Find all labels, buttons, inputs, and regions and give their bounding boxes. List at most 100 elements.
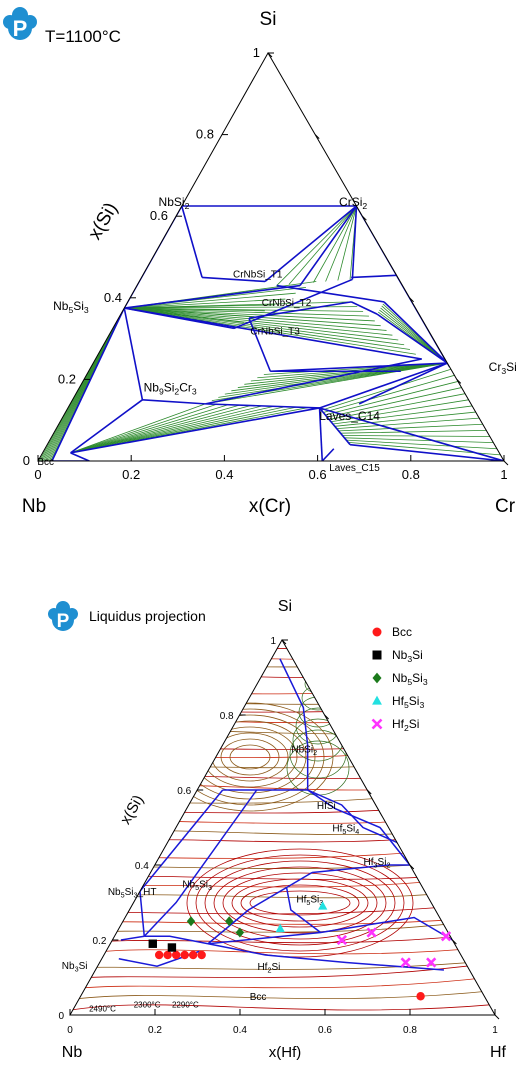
tick-right [503, 460, 509, 466]
liquidus-valley-line [207, 916, 453, 945]
data-point-bcc [171, 950, 181, 960]
bottom-axis-label-top: x(Cr) [249, 496, 291, 517]
legend-entry-3: Hf5Si3 [392, 694, 424, 710]
phase-boundary-line [70, 452, 90, 461]
data-point-hf2si [336, 934, 348, 946]
tick-label-bottom: 0.6 [318, 1025, 332, 1036]
tick-right [452, 939, 457, 945]
experimental-points [148, 901, 452, 1001]
phase-boundary-line [233, 278, 353, 330]
region-label-bcc: Bcc [250, 992, 267, 1003]
isotherm-loop [213, 866, 387, 940]
bottom-axis-label-bottom: x(Hf) [269, 1044, 302, 1061]
tick-label-left: 0.4 [135, 861, 149, 872]
data-point-bcc [180, 950, 189, 960]
isotherm-loop [229, 744, 271, 770]
liquidus-valley-line [307, 789, 398, 844]
phase-boundary-line [350, 443, 504, 461]
isotherm-line [70, 827, 495, 837]
tie-line [70, 405, 274, 454]
legend-entry-0: Bcc [392, 625, 412, 639]
region-label-hf3si2: Hf3Si2 [364, 857, 391, 870]
apex-label-si-bottom: Si [278, 598, 292, 615]
tie-line [346, 439, 497, 450]
tick-label-bottom: 0.2 [122, 467, 140, 482]
isotherm-loop [289, 729, 347, 779]
phase-boundary-line [351, 274, 397, 279]
region-label-nb5siht: Nb5Si3_HT [108, 887, 157, 900]
tick-label-bottom: 0.8 [402, 467, 420, 482]
tie-line [336, 417, 480, 430]
phase-boundary-line [124, 284, 301, 309]
tick-label-bottom: 0.6 [309, 467, 327, 482]
tick-label-bottom: 0.4 [233, 1025, 247, 1036]
top-title: T=1100°C [45, 27, 121, 46]
liquidus-valley-line [139, 789, 224, 892]
data-point-bcc [197, 950, 206, 960]
liquidus-valley-line [207, 943, 444, 971]
data-point-bcc [416, 992, 425, 1001]
phase-boundary-line [319, 407, 504, 461]
tick-label-left: 0.6 [177, 786, 191, 797]
phase-boundary-line [358, 362, 448, 405]
phase-boundary-line [123, 307, 144, 400]
tie-line [70, 403, 217, 454]
isotherm-line [70, 653, 495, 672]
tick-label-bottom: 0.8 [403, 1025, 417, 1036]
tick-label-left: 0.2 [92, 936, 106, 947]
isotherm-line [70, 783, 495, 793]
temperature-labels: 2490°C 2300°C 2290°C [89, 1001, 199, 1014]
data-point-bcc [163, 950, 172, 960]
tick-marks-top [37, 52, 509, 466]
tick-label-left: 0.2 [58, 371, 76, 386]
phase-boundary-line [202, 276, 266, 283]
tie-line [124, 307, 411, 350]
tie-line [70, 405, 263, 454]
region-label-hf2si: Hf2Si [257, 962, 280, 975]
tie-line [340, 430, 487, 434]
tie-line [244, 362, 448, 385]
ternary-frame-top [37, 51, 505, 462]
tie-line [124, 307, 405, 346]
phase-label-crsi2: CrSi2 [339, 195, 367, 211]
liquidus-valley-line [207, 871, 313, 945]
phase-boundary-line [276, 284, 385, 303]
tie-line [332, 405, 473, 425]
legend-marker-1 [372, 650, 382, 660]
tick-labels-top: 00 0.2 0.2 0.4 0.4 0.6 0.6 0.8 0.8 1 1 [23, 45, 508, 482]
legend-entry-1: Nb3Si [392, 648, 423, 664]
isotherm-line [70, 857, 495, 870]
phase-label-t3: CrNbSi_T3 [250, 327, 300, 338]
isotherm-loop [304, 674, 332, 694]
liquidus-valley-line [311, 864, 419, 874]
isotherm-line [70, 741, 495, 760]
isotherm-line [70, 959, 495, 970]
temperature-label: 2290°C [172, 1001, 199, 1010]
tie-line [124, 307, 393, 336]
region-label-nbsi2: NbSi2 [291, 745, 317, 758]
tick-label-left: 0.8 [196, 127, 214, 142]
data-point-hf2si [426, 957, 437, 968]
phase-label-c15: Laves_C15 [329, 463, 380, 474]
logo-letter-top: P [13, 16, 28, 41]
isotherm-loop [307, 663, 329, 677]
isotherm-loop [195, 854, 405, 952]
liquidus-valley-line [285, 887, 322, 934]
isotherm-loop [222, 872, 378, 934]
liquidus-projection-diagram: P Liquidus projection NbSi2HfSiHf5Si4Hf3… [48, 598, 507, 1061]
phase-label-c14: Laves_C14 [319, 409, 380, 423]
tie-line [329, 393, 466, 420]
region-label-hf5si3: Hf5Si3 [296, 895, 323, 908]
isotherm-loop [204, 860, 396, 946]
phase-boundary-line [318, 407, 351, 446]
apex-label-si-top: Si [260, 9, 277, 30]
data-point-hf2si [400, 957, 411, 968]
legend-marker-0 [372, 627, 382, 637]
liquidus-valley-line [139, 891, 146, 937]
data-point-bcc [154, 950, 164, 960]
phase-boundary-line [299, 205, 358, 287]
data-point-hf2si [366, 927, 377, 938]
data-point-nb3si [167, 943, 177, 952]
